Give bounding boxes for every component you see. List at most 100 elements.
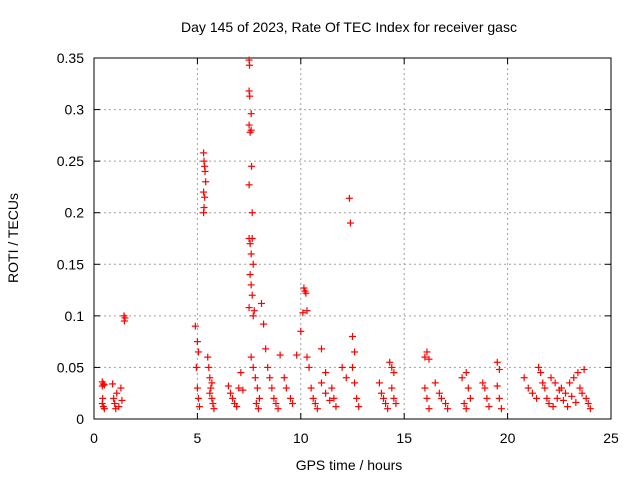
- data-point: [382, 400, 390, 408]
- x-tick-label: 10: [293, 430, 309, 446]
- data-point: [388, 363, 396, 371]
- data-point: [386, 358, 394, 366]
- data-point: [309, 394, 317, 402]
- data-point: [555, 386, 563, 394]
- data-point: [109, 380, 117, 388]
- data-point: [562, 389, 570, 397]
- x-tick-label: 15: [396, 430, 412, 446]
- data-point: [200, 209, 208, 217]
- data-point: [229, 394, 237, 402]
- data-point: [547, 374, 555, 382]
- data-point: [539, 379, 547, 387]
- data-point: [338, 363, 346, 371]
- x-tick-label: 20: [500, 430, 516, 446]
- data-point: [249, 363, 257, 371]
- data-point: [322, 369, 330, 377]
- y-tick-label: 0.15: [57, 256, 84, 272]
- data-point: [582, 394, 590, 402]
- data-point: [115, 403, 123, 411]
- data-point: [390, 394, 398, 402]
- data-point: [200, 157, 208, 165]
- data-point: [346, 219, 354, 227]
- data-point: [317, 345, 325, 353]
- data-point: [224, 382, 232, 390]
- x-tick-label: 5: [194, 430, 202, 446]
- data-point: [497, 405, 505, 413]
- data-point: [566, 379, 574, 387]
- data-point: [580, 365, 588, 373]
- data-point: [206, 389, 214, 397]
- data-point: [247, 126, 255, 134]
- data-point: [99, 380, 107, 388]
- data-point: [255, 394, 263, 402]
- data-point: [201, 167, 209, 175]
- data-point: [248, 291, 256, 299]
- data-point: [353, 394, 361, 402]
- data-point: [574, 369, 582, 377]
- data-point: [209, 400, 217, 408]
- data-point: [245, 304, 253, 312]
- data-point: [349, 363, 356, 371]
- data-point: [289, 400, 297, 408]
- data-point: [300, 284, 308, 292]
- data-point: [425, 405, 433, 413]
- data-point: [268, 384, 276, 392]
- data-point: [342, 374, 350, 382]
- data-point: [262, 345, 270, 353]
- data-point: [282, 384, 290, 392]
- data-point: [355, 403, 363, 411]
- data-point: [207, 384, 215, 392]
- data-point: [274, 405, 282, 413]
- data-point: [226, 389, 234, 397]
- data-point: [520, 374, 528, 382]
- data-point: [245, 121, 253, 129]
- data-point: [299, 309, 307, 317]
- data-point: [110, 394, 118, 402]
- plot-frame: [93, 57, 612, 420]
- data-point: [252, 400, 260, 408]
- data-point: [246, 61, 254, 69]
- data-point: [330, 394, 338, 402]
- data-point: [200, 188, 208, 196]
- grid-lines: [94, 58, 611, 419]
- data-point: [533, 394, 541, 402]
- data-point: [481, 384, 489, 392]
- data-point: [485, 403, 493, 411]
- data-point: [462, 405, 470, 413]
- data-point: [423, 394, 431, 402]
- data-point: [193, 384, 201, 392]
- chart-title: Day 145 of 2023, Rate Of TEC Index for r…: [181, 19, 517, 35]
- data-point: [493, 358, 501, 366]
- data-point: [208, 379, 216, 387]
- data-point: [392, 400, 400, 408]
- data-point: [266, 374, 274, 382]
- data-point: [307, 384, 315, 392]
- data-point: [431, 379, 439, 387]
- data-point: [247, 250, 255, 258]
- data-point: [235, 384, 243, 392]
- data-point: [111, 400, 119, 408]
- x-tick-labels: 0 5 10 15 20 25: [90, 430, 619, 446]
- data-point: [202, 178, 210, 186]
- data-point: [208, 394, 216, 402]
- data-point: [549, 403, 557, 411]
- data-point: [113, 389, 121, 397]
- y-tick-labels: 0 0.05 0.1 0.15 0.2 0.25 0.3 0.35: [57, 50, 84, 427]
- data-point: [270, 394, 278, 402]
- data-point: [253, 384, 261, 392]
- data-point: [551, 379, 559, 387]
- data-point: [245, 87, 253, 95]
- data-point: [247, 110, 255, 118]
- data-point: [326, 396, 334, 404]
- data-point: [201, 193, 209, 201]
- data-point: [493, 382, 501, 390]
- y-tick-label: 0.3: [65, 102, 85, 118]
- data-point: [345, 194, 353, 202]
- data-point: [584, 400, 592, 408]
- data-point: [543, 394, 551, 402]
- data-point: [421, 384, 429, 392]
- data-point: [245, 181, 253, 189]
- data-point: [460, 400, 468, 408]
- y-tick-label: 0: [76, 411, 84, 427]
- data-point: [205, 363, 213, 371]
